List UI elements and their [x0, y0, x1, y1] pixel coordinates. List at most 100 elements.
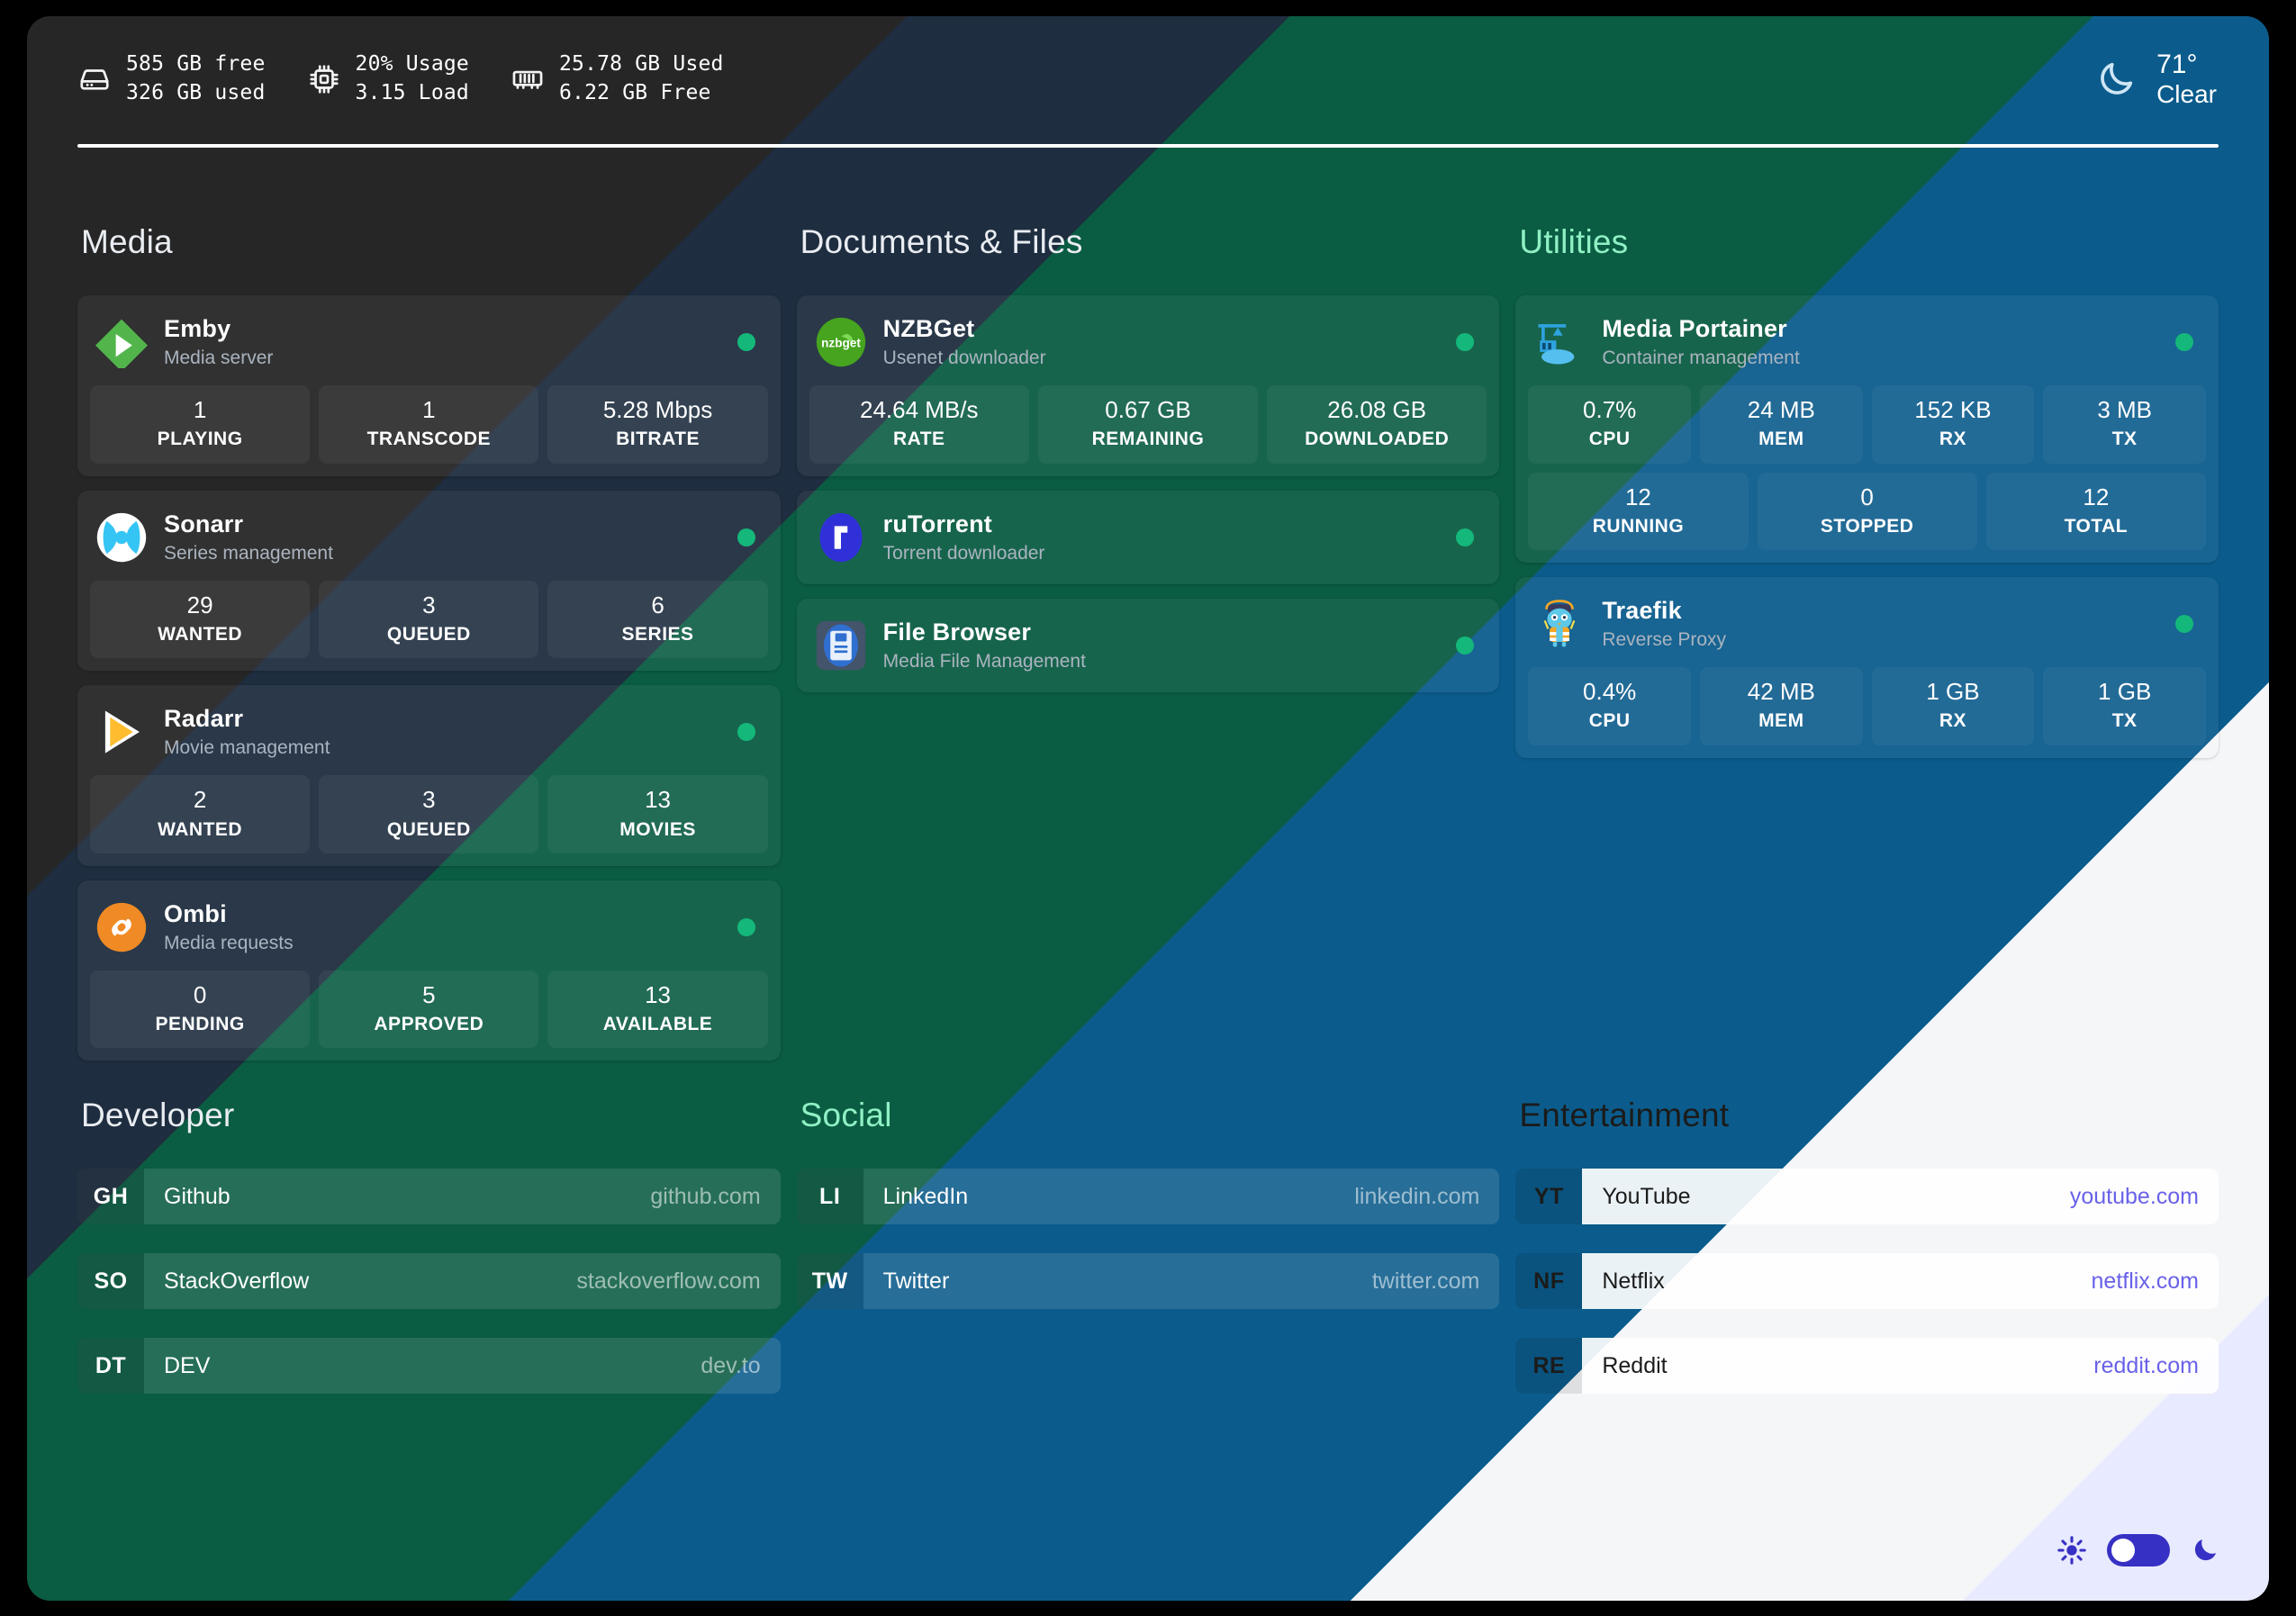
bookmark-name: Github	[164, 1183, 231, 1209]
stat-wanted: 29 WANTED	[90, 580, 311, 659]
bookmark-item-stackoverflow[interactable]: SO StackOverflow stackoverflow.com	[77, 1253, 781, 1309]
sun-icon[interactable]	[2056, 1535, 2087, 1566]
service-card-nzbget[interactable]: nzbget NZBGet Usenet downloader 24.64 MB…	[796, 295, 1500, 476]
theme-toggle[interactable]	[2056, 1534, 2220, 1566]
services-grid: Media Emby Media server	[27, 223, 2269, 1061]
service-stats: 0 PENDING 5 APPROVED 13 AVAILABLE	[90, 971, 768, 1049]
bookmark-item-youtube[interactable]: YT YouTube youtube.com	[1515, 1169, 2219, 1224]
stat-rx: 152 KB RX	[1871, 385, 2035, 464]
status-badge	[1456, 528, 1475, 546]
weather-condition: Clear	[2156, 80, 2217, 109]
bookmark-item-linkedin[interactable]: LI LinkedIn linkedin.com	[796, 1169, 1500, 1224]
service-subtitle: Series management	[164, 542, 333, 564]
diagonal-background	[27, 16, 2269, 1601]
stat-value: 1 GB	[1926, 678, 1980, 706]
stat-available: 13 AVAILABLE	[547, 971, 768, 1049]
service-card-ombi[interactable]: Ombi Media requests 0 PENDING 5 APPROVED	[77, 880, 781, 1061]
bookmark-url: reddit.com	[2093, 1352, 2199, 1378]
bookmark-name: Netflix	[1602, 1268, 1665, 1294]
bookmark-url: youtube.com	[2069, 1183, 2199, 1209]
theme-switch[interactable]	[2107, 1534, 2170, 1566]
stat-approved: 5 APPROVED	[319, 971, 539, 1049]
bookmark-url: stackoverflow.com	[576, 1268, 761, 1294]
memory-widget-text: 25.78 GB Used 6.22 GB Free	[559, 50, 724, 107]
stat-label: MOVIES	[619, 818, 696, 840]
card-meta: Traefik Reverse Proxy	[1602, 597, 1726, 651]
stat-movies: 13 MOVIES	[547, 775, 768, 853]
stat-total: 12 TOTAL	[1985, 472, 2206, 550]
bookmark-name: Reddit	[1602, 1352, 1668, 1378]
stat-downloaded: 26.08 GB DOWNLOADED	[1267, 385, 1487, 464]
stat-label: BITRATE	[616, 429, 701, 450]
bookmark-url: dev.to	[701, 1352, 761, 1378]
stat-value: 29	[186, 591, 213, 618]
stat-value: 26.08 GB	[1327, 396, 1427, 424]
stat-label: RUNNING	[1592, 515, 1685, 537]
service-subtitle: Torrent downloader	[882, 542, 1045, 564]
group-title-social: Social	[800, 1097, 892, 1133]
card-header: Emby Media server	[90, 308, 768, 376]
service-card-traefik[interactable]: Traefik Reverse Proxy 0.4% CPU 42 MB MEM	[1515, 576, 2219, 758]
service-name: ruTorrent	[882, 510, 992, 537]
bookmark-body: YouTube youtube.com	[1582, 1169, 2219, 1224]
bookmark-item-reddit[interactable]: RE Reddit reddit.com	[1515, 1338, 2219, 1394]
sonarr-logo-icon	[95, 511, 148, 564]
stat-bitrate: 5.28 Mbps BITRATE	[547, 385, 768, 464]
stat-wanted: 2 WANTED	[90, 775, 311, 853]
service-card-media-portainer[interactable]: Media Portainer Container management 0.7…	[1515, 295, 2219, 563]
bookmark-item-twitter[interactable]: TW Twitter twitter.com	[796, 1253, 1500, 1309]
service-name: Radarr	[164, 705, 244, 733]
bookmark-group-entertainment: Entertainment YT YouTube youtube.com NF …	[1515, 1097, 2219, 1408]
stat-value: 24.64 MB/s	[860, 396, 979, 424]
service-card-rutorrent[interactable]: ruTorrent Torrent downloader	[796, 490, 1500, 584]
status-badge	[737, 333, 755, 352]
stat-value: 0	[1860, 483, 1874, 510]
stat-label: PLAYING	[157, 429, 243, 450]
card-header: Traefik Reverse Proxy	[1528, 590, 2206, 658]
service-subtitle: Usenet downloader	[882, 348, 1046, 369]
traefik-logo-icon	[1533, 598, 1586, 650]
stat-label: STOPPED	[1820, 515, 1914, 537]
cpu-line-1: 20% Usage	[355, 52, 469, 77]
memory-line-1: 25.78 GB Used	[558, 52, 724, 77]
bookmark-body: Twitter twitter.com	[863, 1253, 1500, 1309]
card-meta: NZBGet Usenet downloader	[883, 315, 1046, 369]
stat-label: TRANSCODE	[366, 429, 492, 450]
status-badge	[2175, 615, 2193, 634]
stat-label: CPU	[1588, 429, 1631, 450]
stat-value: 1	[422, 396, 436, 424]
service-stats: 1 PLAYING 1 TRANSCODE 5.28 Mbps BITRATE	[90, 385, 768, 464]
stat-label: MEM	[1758, 429, 1804, 450]
service-card-emby[interactable]: Emby Media server 1 PLAYING 1 TRANSCODE	[77, 295, 781, 476]
stat-remaining: 0.67 GB REMAINING	[1037, 385, 1259, 464]
service-card-sonarr[interactable]: Sonarr Series management 29 WANTED 3 QUE…	[77, 490, 781, 672]
service-subtitle: Media requests	[164, 932, 294, 953]
bookmark-item-github[interactable]: GH Github github.com	[77, 1169, 781, 1224]
service-stats: 0.7% CPU 24 MB MEM 152 KB RX 3 MB TX	[1528, 385, 2206, 464]
bookmark-item-dev[interactable]: DT DEV dev.to	[77, 1338, 781, 1394]
stat-label: TX	[2111, 429, 2138, 450]
disk-icon	[77, 62, 112, 96]
emby-logo-icon	[95, 316, 148, 369]
card-meta: Ombi Media requests	[164, 900, 294, 954]
service-subtitle: Media server	[164, 348, 274, 369]
bookmark-url: linkedin.com	[1354, 1183, 1480, 1209]
stat-queued: 3 QUEUED	[319, 775, 539, 853]
cpu-widget: 20% Usage 3.15 Load	[307, 50, 469, 107]
cpu-line-2: 3.15 Load	[355, 81, 469, 104]
stat-mem: 42 MB MEM	[1699, 667, 1863, 745]
service-card-file-browser[interactable]: File Browser Media File Management	[796, 598, 1500, 693]
bookmark-body: Netflix netflix.com	[1582, 1253, 2219, 1309]
stat-label: QUEUED	[386, 818, 471, 840]
portainer-logo-icon	[1533, 316, 1586, 368]
moon-icon[interactable]	[2190, 1535, 2220, 1566]
theme-switch-knob	[2111, 1539, 2135, 1562]
status-badge	[2175, 333, 2193, 352]
service-subtitle: Media File Management	[882, 650, 1086, 672]
bookmark-item-netflix[interactable]: NF Netflix netflix.com	[1515, 1253, 2219, 1309]
bookmark-abbr: GH	[77, 1169, 144, 1224]
card-header: Sonarr Series management	[90, 503, 768, 572]
service-card-radarr[interactable]: Radarr Movie management 2 WANTED 3 QUEUE…	[77, 685, 781, 866]
service-name: Sonarr	[164, 510, 244, 537]
bookmark-name: LinkedIn	[882, 1183, 969, 1209]
